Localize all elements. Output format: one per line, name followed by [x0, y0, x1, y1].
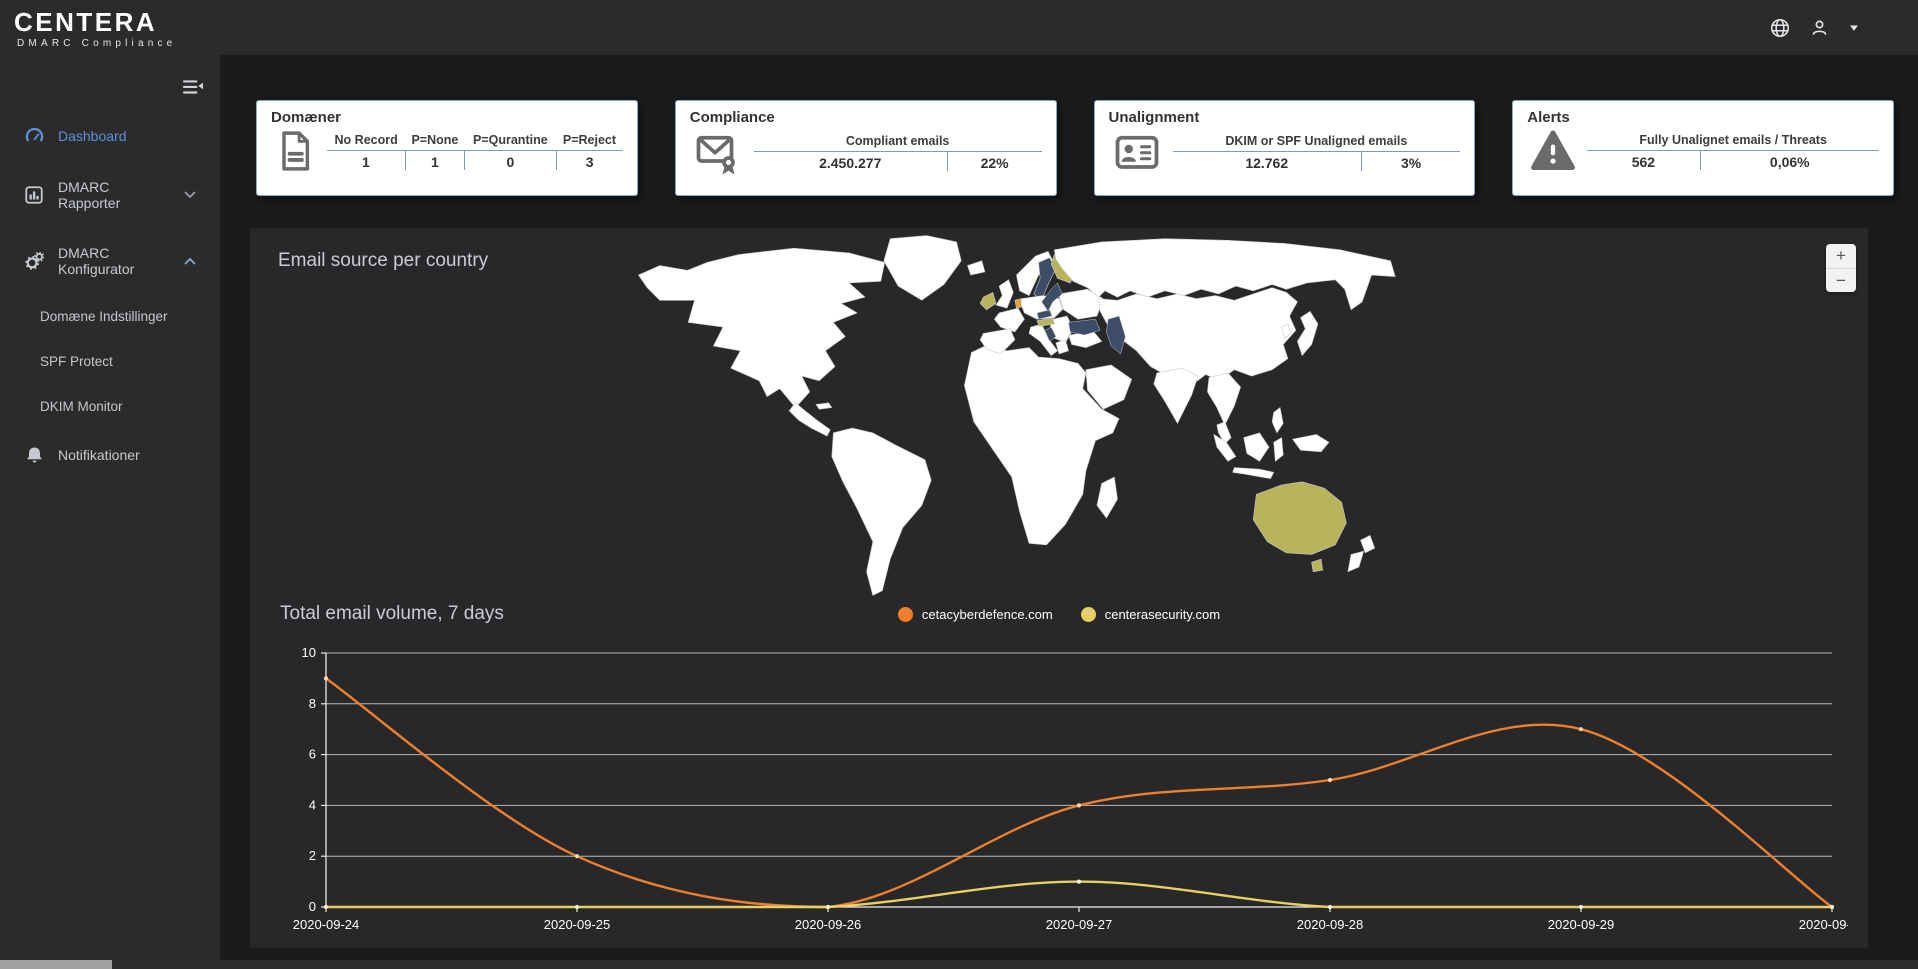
- card-title: Domæner: [271, 109, 342, 126]
- baltic-sea: [1041, 282, 1063, 312]
- zoom-out-button[interactable]: −: [1826, 268, 1856, 292]
- sidebar-item-label: Dashboard: [58, 127, 127, 144]
- horizontal-scrollbar[interactable]: [0, 960, 1918, 969]
- sidebar-item-dmarc-konfigurator[interactable]: DMARC Konfigurator: [0, 228, 220, 294]
- chevron-down-icon: [184, 191, 196, 199]
- main-content: Domæner No Record P=None P=Qurantine P=Rejec…: [220, 55, 1918, 969]
- svg-text:4: 4: [309, 797, 316, 812]
- card-title: Unalignment: [1108, 109, 1200, 126]
- brand-subtitle: DMARC Compliance: [17, 37, 177, 49]
- chevron-up-icon: [184, 257, 196, 265]
- horizontal-scrollbar-thumb[interactable]: [0, 960, 112, 969]
- svg-text:2020-09-27: 2020-09-27: [1046, 917, 1113, 932]
- collapse-menu-icon[interactable]: [183, 79, 204, 95]
- card-value: 0: [464, 150, 557, 170]
- card-title: Compliance: [689, 109, 775, 126]
- globe-icon[interactable]: [1769, 17, 1791, 39]
- svg-text:8: 8: [309, 696, 316, 711]
- svg-text:2020-09-25: 2020-09-25: [544, 917, 611, 932]
- card-value: 3%: [1360, 151, 1461, 171]
- svg-text:2020-09-28: 2020-09-28: [1297, 917, 1364, 932]
- card-value: 22%: [946, 151, 1042, 171]
- kpi-card-compliance: Compliance Compliant emails 2.450.277 22%: [674, 100, 1057, 196]
- kpi-cards-row: Domæner No Record P=None P=Qurantine P=Rejec…: [256, 100, 1894, 196]
- legend-item[interactable]: centerasecurity.com: [1080, 607, 1221, 622]
- svg-text:2020-09-29: 2020-09-29: [1548, 917, 1615, 932]
- card-values-table: No Record P=None P=Qurantine P=Reject 1 1 0 3: [327, 132, 623, 170]
- sidebar-item-dashboard[interactable]: Dashboard: [0, 109, 220, 162]
- legend-label: centerasecurity.com: [1104, 607, 1221, 622]
- svg-text:0: 0: [309, 899, 316, 914]
- card-values-table: Compliant emails 2.450.277 22%: [753, 133, 1042, 171]
- world-map-container: [198, 228, 1816, 597]
- card-value: 1: [361, 153, 370, 170]
- card-value: 3: [555, 150, 623, 170]
- top-bar: CENTERA DMARC Compliance: [0, 0, 1918, 55]
- topbar-actions: [1769, 17, 1860, 39]
- sidebar-item-spf-protect[interactable]: SPF Protect: [40, 354, 113, 369]
- sidebar: Dashboard DMARC Rapporter DMARC Konfigurat…: [0, 55, 220, 969]
- id-card-icon: [1111, 128, 1163, 176]
- document-icon: [273, 128, 317, 174]
- caret-down-icon[interactable]: [1848, 22, 1860, 34]
- sidebar-item-label: DMARC Konfigurator: [58, 245, 135, 277]
- gears-icon: [24, 251, 44, 271]
- map-title: Email source per country: [278, 250, 489, 271]
- card-value: 562: [1631, 153, 1656, 170]
- sidebar-item-dmarc-rapporter[interactable]: DMARC Rapporter: [0, 162, 220, 228]
- legend-dot: [897, 607, 913, 622]
- svg-text:2020-09-30: 2020-09-30: [1799, 917, 1848, 932]
- envelope-seal-icon: [692, 128, 744, 176]
- legend-item[interactable]: cetacyberdefence.com: [897, 607, 1053, 622]
- dashboard-icon: [24, 126, 44, 145]
- brand-logo: CENTERA DMARC Compliance: [14, 7, 176, 49]
- map-zoom-controls: + −: [1826, 244, 1856, 292]
- card-values-table: DKIM or SPF Unaligned emails 12.762 3%: [1172, 133, 1461, 171]
- sidebar-item-domaene-indstillinger[interactable]: Domæne Indstillinger: [40, 309, 168, 324]
- bell-icon: [24, 446, 44, 464]
- kpi-card-alerts: Alerts Fully Unalignet emails / Threats 56…: [1512, 100, 1894, 196]
- sidebar-item-dkim-monitor[interactable]: DKIM Monitor: [40, 399, 123, 414]
- legend-dot: [1080, 607, 1096, 622]
- card-title: Alerts: [1527, 109, 1570, 126]
- email-volume-chart: 0 2 4 6 8 10 2020-09-24 2020-09-25 2020-09-26 202…: [266, 637, 1852, 943]
- sidebar-item-label: DMARC Rapporter: [58, 179, 121, 211]
- zoom-in-button[interactable]: +: [1836, 246, 1846, 265]
- card-value: 1: [404, 150, 465, 170]
- card-values-table: Fully Unalignet emails / Threats 562 0,06%: [1587, 132, 1879, 170]
- svg-text:2020-09-26: 2020-09-26: [795, 917, 862, 932]
- brand-name: CENTERA: [14, 6, 158, 37]
- svg-text:2: 2: [309, 848, 316, 863]
- bar-chart-icon: [24, 186, 44, 204]
- sidebar-item-label: Notifikationer: [58, 447, 140, 463]
- kpi-card-dom-ner: Domæner No Record P=None P=Qurantine P=Rejec…: [256, 100, 638, 196]
- svg-text:6: 6: [309, 747, 316, 762]
- adriatic-sea: [1044, 326, 1057, 342]
- legend-label: cetacyberdefence.com: [921, 607, 1053, 622]
- card-value: 12.762: [1245, 154, 1289, 171]
- card-value: 0,06%: [1699, 150, 1879, 170]
- card-value: 2.450.277: [819, 154, 882, 171]
- caspian-sea: [1106, 315, 1126, 355]
- chart-title: Total email volume, 7 days: [280, 603, 504, 624]
- world-map[interactable]: [612, 234, 1402, 597]
- sidebar-nav: Dashboard DMARC Rapporter DMARC Konfigurat…: [0, 109, 220, 481]
- svg-text:2020-09-24: 2020-09-24: [293, 917, 360, 932]
- user-icon[interactable]: [1809, 17, 1830, 38]
- warning-icon: [1529, 128, 1577, 174]
- kpi-card-unalignment: Unalignment DKIM or SPF Unaligned emails 1…: [1093, 100, 1476, 196]
- dashboard-panel: Email source per country + −: [250, 228, 1868, 948]
- svg-text:10: 10: [302, 645, 316, 660]
- sidebar-item-notifikationer[interactable]: Notifikationer: [0, 429, 220, 481]
- black-sea: [1068, 318, 1101, 336]
- chart-legend: cetacyberdefence.com centerasecurity.com: [270, 607, 1848, 622]
